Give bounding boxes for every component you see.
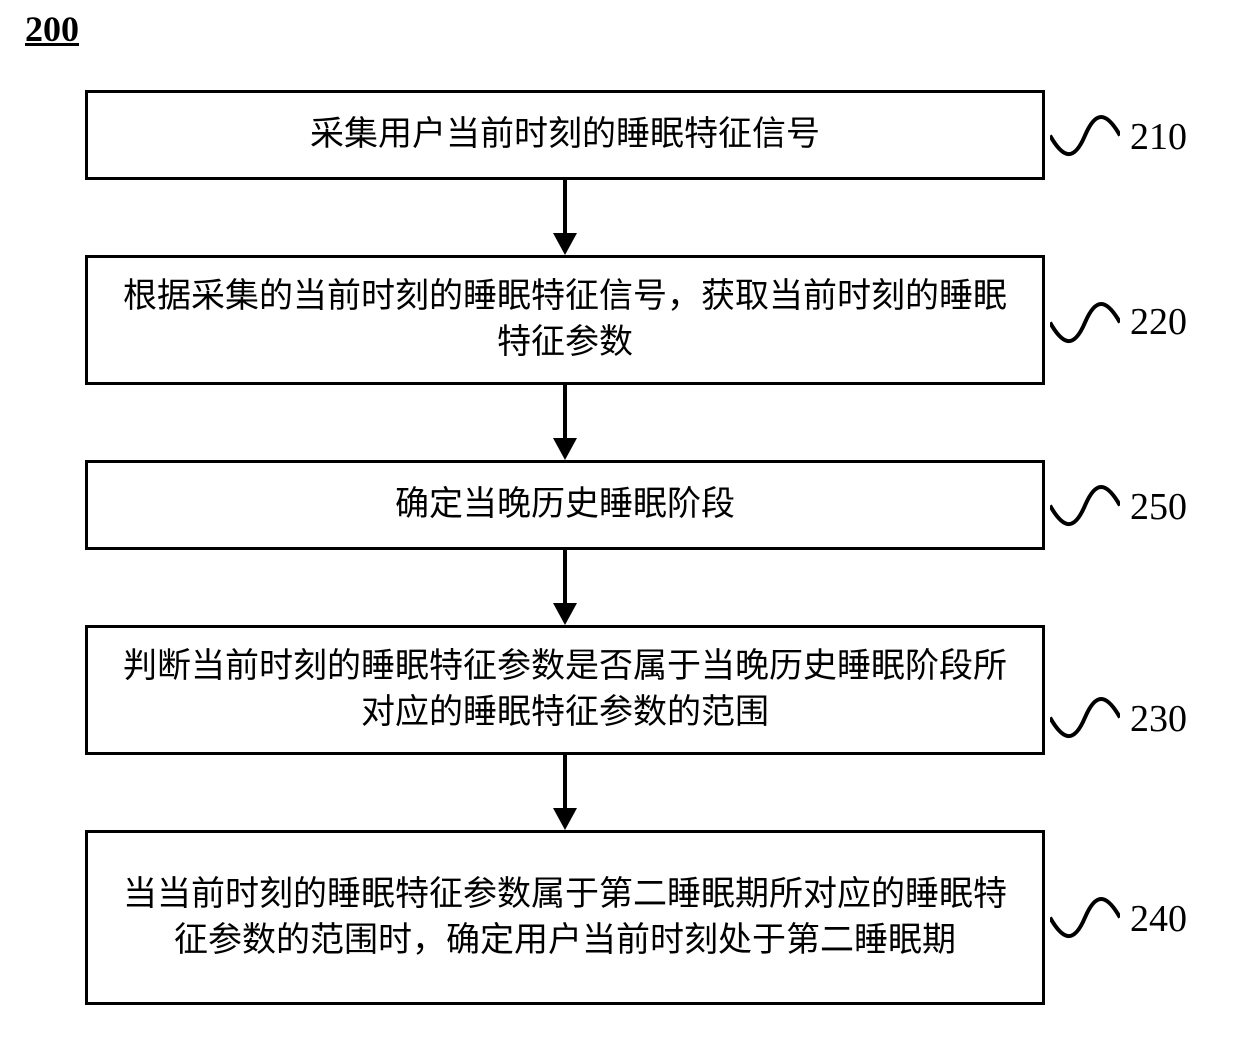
reference-squiggle-icon xyxy=(1050,108,1120,163)
flow-step-210: 采集用户当前时刻的睡眠特征信号 xyxy=(85,90,1045,180)
flow-step-230: 判断当前时刻的睡眠特征参数是否属于当晚历史睡眠阶段所对应的睡眠特征参数的范围 xyxy=(85,625,1045,755)
flow-arrow-icon xyxy=(545,180,585,255)
flow-step-250: 确定当晚历史睡眠阶段 xyxy=(85,460,1045,550)
reference-squiggle-icon xyxy=(1050,690,1120,745)
reference-squiggle-icon xyxy=(1050,478,1120,533)
reference-squiggle-icon xyxy=(1050,295,1120,350)
flow-step-text: 采集用户当前时刻的睡眠特征信号 xyxy=(310,112,820,158)
flow-step-text: 当当前时刻的睡眠特征参数属于第二睡眠期所对应的睡眠特征参数的范围时，确定用户当前… xyxy=(108,872,1022,964)
flow-step-240: 当当前时刻的睡眠特征参数属于第二睡眠期所对应的睡眠特征参数的范围时，确定用户当前… xyxy=(85,830,1045,1005)
flowchart-canvas: 200 采集用户当前时刻的睡眠特征信号 210 根据采集的当前时刻的睡眠特征信号，获… xyxy=(0,0,1240,1063)
flow-step-text: 判断当前时刻的睡眠特征参数是否属于当晚历史睡眠阶段所对应的睡眠特征参数的范围 xyxy=(108,644,1022,736)
flow-arrow-icon xyxy=(545,385,585,460)
flow-step-number: 220 xyxy=(1130,300,1187,344)
flow-step-text: 确定当晚历史睡眠阶段 xyxy=(395,482,735,528)
reference-squiggle-icon xyxy=(1050,890,1120,945)
flow-arrow-icon xyxy=(545,550,585,625)
figure-number-label: 200 xyxy=(25,8,79,50)
flow-step-number: 250 xyxy=(1130,485,1187,529)
flow-step-text: 根据采集的当前时刻的睡眠特征信号，获取当前时刻的睡眠特征参数 xyxy=(108,274,1022,366)
flow-arrow-icon xyxy=(545,755,585,830)
flow-step-number: 240 xyxy=(1130,897,1187,941)
flow-step-number: 210 xyxy=(1130,115,1187,159)
flow-step-220: 根据采集的当前时刻的睡眠特征信号，获取当前时刻的睡眠特征参数 xyxy=(85,255,1045,385)
flow-step-number: 230 xyxy=(1130,697,1187,741)
